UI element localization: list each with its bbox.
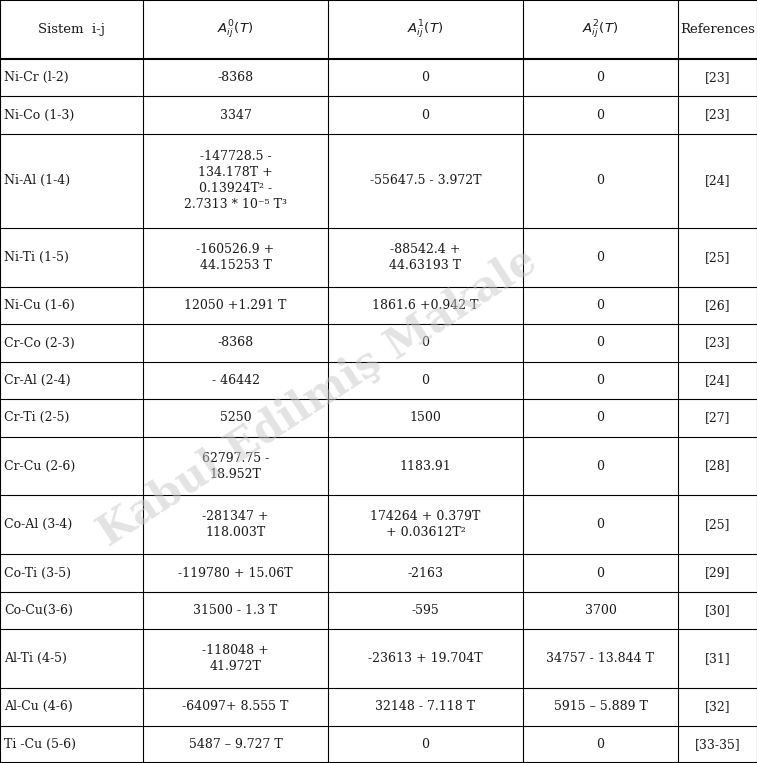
Text: Cr-Cu (2-6): Cr-Cu (2-6): [5, 459, 76, 472]
Text: [24]: [24]: [705, 374, 731, 387]
Text: 0: 0: [597, 459, 605, 472]
Text: 5915 – 5.889 T: 5915 – 5.889 T: [553, 700, 647, 713]
Text: [28]: [28]: [705, 459, 731, 472]
Text: 0: 0: [597, 411, 605, 424]
Text: 62797.75 -
18.952T: 62797.75 - 18.952T: [202, 452, 269, 481]
Text: [30]: [30]: [705, 604, 731, 617]
Text: Al-Cu (4-6): Al-Cu (4-6): [5, 700, 73, 713]
Text: 0: 0: [597, 71, 605, 84]
Text: [23]: [23]: [705, 336, 731, 349]
Text: -88542.4 +
44.63193 T: -88542.4 + 44.63193 T: [389, 243, 462, 272]
Text: Kabul Edilmiş Makale: Kabul Edilmiş Makale: [91, 239, 545, 555]
Text: [24]: [24]: [705, 175, 731, 188]
Text: 0: 0: [597, 738, 605, 751]
Text: Co-Cu(3-6): Co-Cu(3-6): [5, 604, 73, 617]
Text: 3700: 3700: [584, 604, 616, 617]
Text: -8368: -8368: [217, 336, 254, 349]
Text: [23]: [23]: [705, 108, 731, 121]
Text: [26]: [26]: [705, 299, 731, 312]
Text: 5250: 5250: [220, 411, 251, 424]
Text: [27]: [27]: [705, 411, 731, 424]
Text: [25]: [25]: [705, 251, 731, 264]
Text: -281347 +
118.003T: -281347 + 118.003T: [202, 510, 269, 539]
Text: 0: 0: [422, 336, 429, 349]
Text: 0: 0: [422, 738, 429, 751]
Text: 0: 0: [597, 251, 605, 264]
Text: 1861.6 +0.942 T: 1861.6 +0.942 T: [372, 299, 478, 312]
Text: 0: 0: [422, 374, 429, 387]
Text: Al-Ti (4-5): Al-Ti (4-5): [5, 652, 67, 665]
Text: 0: 0: [422, 108, 429, 121]
Text: 12050 +1.291 T: 12050 +1.291 T: [184, 299, 287, 312]
Text: 31500 - 1.3 T: 31500 - 1.3 T: [193, 604, 278, 617]
Text: [32]: [32]: [705, 700, 731, 713]
Text: Cr-Al (2-4): Cr-Al (2-4): [5, 374, 71, 387]
Text: [31]: [31]: [705, 652, 731, 665]
Text: 0: 0: [597, 336, 605, 349]
Text: 5487 – 9.727 T: 5487 – 9.727 T: [188, 738, 282, 751]
Text: Ni-Cr (l-2): Ni-Cr (l-2): [5, 71, 69, 84]
Text: Co-Al (3-4): Co-Al (3-4): [5, 518, 73, 531]
Text: -160526.9 +
44.15253 T: -160526.9 + 44.15253 T: [196, 243, 275, 272]
Text: Ni-Co (1-3): Ni-Co (1-3): [5, 108, 74, 121]
Text: -147728.5 -
134.178T +
0.13924T² -
2.7313 * 10⁻⁵ T³: -147728.5 - 134.178T + 0.13924T² - 2.731…: [184, 150, 287, 211]
Text: 0: 0: [597, 567, 605, 580]
Text: 34757 - 13.844 T: 34757 - 13.844 T: [547, 652, 655, 665]
Text: -55647.5 - 3.972T: -55647.5 - 3.972T: [369, 175, 481, 188]
Text: - 46442: - 46442: [211, 374, 260, 387]
Text: Ni-Cu (1-6): Ni-Cu (1-6): [5, 299, 75, 312]
Text: -64097+ 8.555 T: -64097+ 8.555 T: [182, 700, 288, 713]
Text: [33-35]: [33-35]: [695, 738, 740, 751]
Text: Co-Ti (3-5): Co-Ti (3-5): [5, 567, 71, 580]
Text: -8368: -8368: [217, 71, 254, 84]
Text: $A^0_{ij}(T)$: $A^0_{ij}(T)$: [217, 18, 254, 40]
Text: 0: 0: [597, 299, 605, 312]
Text: 0: 0: [597, 518, 605, 531]
Text: Ti -Cu (5-6): Ti -Cu (5-6): [5, 738, 76, 751]
Text: 1500: 1500: [410, 411, 441, 424]
Text: 32148 - 7.118 T: 32148 - 7.118 T: [375, 700, 475, 713]
Text: References: References: [680, 23, 755, 36]
Text: $A^2_{ij}(T)$: $A^2_{ij}(T)$: [582, 18, 618, 40]
Text: [23]: [23]: [705, 71, 731, 84]
Text: 0: 0: [597, 175, 605, 188]
Text: 0: 0: [422, 71, 429, 84]
Text: [25]: [25]: [705, 518, 731, 531]
Text: -23613 + 19.704T: -23613 + 19.704T: [368, 652, 483, 665]
Text: Sistem  i-j: Sistem i-j: [38, 23, 105, 36]
Text: -119780 + 15.06T: -119780 + 15.06T: [178, 567, 293, 580]
Text: [29]: [29]: [705, 567, 731, 580]
Text: Cr-Co (2-3): Cr-Co (2-3): [5, 336, 75, 349]
Text: Cr-Ti (2-5): Cr-Ti (2-5): [5, 411, 70, 424]
Text: 3347: 3347: [220, 108, 251, 121]
Text: 1183.91: 1183.91: [400, 459, 451, 472]
Text: -118048 +
41.972T: -118048 + 41.972T: [202, 644, 269, 673]
Text: 0: 0: [597, 374, 605, 387]
Text: $A^1_{ij}(T)$: $A^1_{ij}(T)$: [407, 18, 444, 40]
Text: Ni-Ti (1-5): Ni-Ti (1-5): [5, 251, 69, 264]
Text: Ni-Al (1-4): Ni-Al (1-4): [5, 175, 70, 188]
Text: 174264 + 0.379T
+ 0.03612T²: 174264 + 0.379T + 0.03612T²: [370, 510, 481, 539]
Text: -2163: -2163: [407, 567, 444, 580]
Text: -595: -595: [412, 604, 439, 617]
Text: 0: 0: [597, 108, 605, 121]
